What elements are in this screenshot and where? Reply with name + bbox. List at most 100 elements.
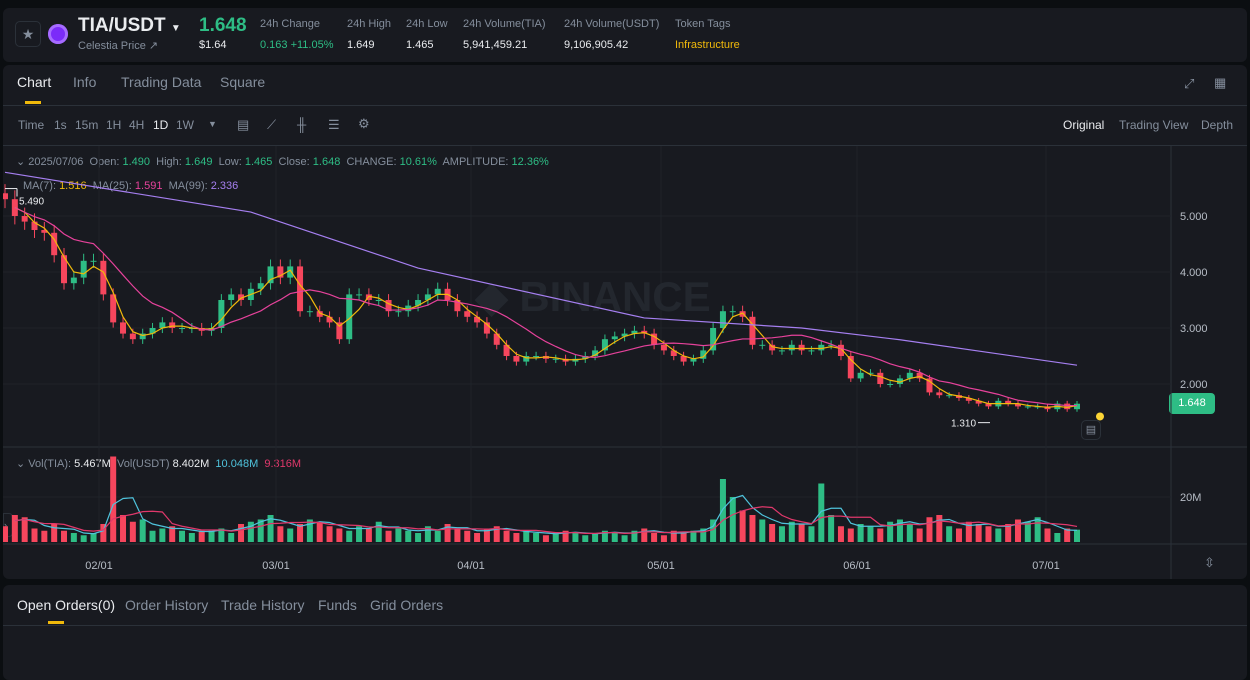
indicator-icon[interactable]: ⟋: [267, 117, 277, 132]
candle-body: [906, 372, 913, 379]
volume-bar: [90, 533, 97, 542]
volume-bar: [100, 524, 107, 542]
view-depth[interactable]: Depth: [1201, 118, 1234, 132]
tab-grid-orders[interactable]: Grid Orders: [370, 597, 444, 613]
volume-bar: [759, 519, 766, 542]
tab-trade-history[interactable]: Trade History: [221, 597, 305, 613]
tab-funds[interactable]: Funds: [318, 597, 357, 613]
fullscreen-icon[interactable]: ⤢: [1184, 76, 1195, 91]
stat-value: 1.465: [406, 39, 434, 51]
caret-down-icon: ▼: [170, 23, 181, 34]
interval-1w[interactable]: 1W: [176, 118, 194, 132]
candle-body: [700, 350, 707, 359]
volume-bar: [1034, 517, 1041, 542]
volume-bar: [887, 521, 894, 542]
tab-square[interactable]: Square: [220, 74, 266, 90]
tab-trading-data[interactable]: Trading Data: [121, 74, 202, 90]
volume-bar: [533, 533, 540, 542]
volume-bar: [739, 510, 746, 542]
volume-bar: [483, 528, 490, 542]
volume-bar: [297, 524, 304, 542]
volume-bar: [582, 535, 589, 542]
candle-body: [808, 350, 815, 352]
divider: [3, 145, 1247, 146]
interval-15m[interactable]: 15m: [75, 118, 99, 132]
price-link[interactable]: Celestia Price ↗: [78, 40, 159, 52]
calendar-icon[interactable]: ▤: [237, 117, 250, 132]
volume-bar: [513, 533, 520, 542]
candle-body: [1064, 403, 1071, 410]
stat-value: 5,941,459.21: [463, 39, 528, 51]
candle-body: [837, 344, 844, 356]
volume-bar: [424, 526, 431, 542]
favorite-star-icon[interactable]: ★: [15, 21, 41, 47]
volume-bar: [61, 530, 68, 542]
candle-body: [21, 216, 28, 222]
interval-1h[interactable]: 1H: [106, 118, 122, 132]
candle-body: [946, 395, 953, 397]
token-tag-link[interactable]: Infrastructure: [675, 39, 740, 51]
volume-bar: [149, 530, 156, 542]
notes-icon[interactable]: ▤: [1081, 420, 1101, 440]
candlestick-chart[interactable]: 5.000 4.000 3.000 2.000 20M 02/01 03/01 04/01 05…: [3, 146, 1247, 579]
chart-settings-list-icon[interactable]: ☰: [328, 117, 340, 132]
volume-bar: [51, 524, 58, 542]
more-intervals-dropdown-icon[interactable]: ▼: [208, 119, 217, 129]
volume-bar: [228, 533, 235, 542]
vol-value: 5.467M: [74, 458, 111, 470]
volume-bar: [700, 528, 707, 542]
candle-body: [129, 333, 136, 340]
auto-scale-icon[interactable]: ⇳: [1204, 555, 1215, 570]
candle-body: [356, 294, 363, 296]
ticker-header: ★ TIA/USDT ▼ Celestia Price ↗ 1.648 $1.6…: [3, 8, 1247, 62]
candle-body: [169, 322, 176, 328]
candle-body: [375, 300, 382, 301]
candle-body: [985, 403, 992, 407]
volume-bar: [611, 533, 618, 542]
ma25-line: [14, 207, 1078, 407]
legend-date: 2025/07/06: [28, 156, 84, 168]
interval-time[interactable]: Time: [18, 118, 45, 132]
candle-body: [149, 328, 156, 334]
interval-4h[interactable]: 4H: [129, 118, 145, 132]
interval-1d[interactable]: 1D: [153, 118, 169, 132]
tab-chart[interactable]: Chart: [17, 74, 52, 90]
interval-1s[interactable]: 1s: [54, 118, 67, 132]
volume-bar: [562, 530, 569, 542]
volume-bar: [1044, 528, 1051, 542]
volume-bar: [120, 515, 127, 542]
pair-selector[interactable]: TIA/USDT ▼: [78, 15, 181, 37]
view-original[interactable]: Original: [1063, 118, 1105, 132]
candle-body: [454, 300, 461, 312]
volume-bar: [434, 530, 441, 542]
open-value: 1.490: [122, 156, 151, 168]
volume-bar: [985, 526, 992, 542]
candle-body: [424, 294, 431, 300]
candle-body: [493, 333, 500, 345]
volume-bar: [1014, 519, 1021, 542]
candle-body: [297, 266, 304, 312]
volume-bar: [621, 535, 628, 542]
volume-bar: [808, 526, 815, 542]
volume-bar: [523, 530, 530, 542]
view-trading-view[interactable]: Trading View: [1119, 118, 1189, 132]
volume-bar: [454, 528, 461, 542]
time-tick-label: 06/01: [843, 560, 871, 572]
candle-body: [257, 283, 264, 289]
tab-open-orders[interactable]: Open Orders(0): [17, 597, 116, 613]
volume-bar: [267, 515, 274, 542]
volume-bar: [680, 533, 687, 542]
orders-panel: Open Orders(0) Order History Trade Histo…: [3, 585, 1247, 680]
legend-label: Vol(TIA):: [28, 458, 72, 470]
volume-bar: [1005, 524, 1012, 542]
layout-grid-icon[interactable]: ▦: [1214, 75, 1227, 90]
tab-order-history[interactable]: Order History: [125, 597, 209, 613]
stat-value: 9,106,905.42: [564, 39, 629, 51]
settings-gear-icon[interactable]: ⚙: [358, 116, 370, 131]
candle-body: [759, 344, 766, 346]
candle-type-icon[interactable]: ╫: [297, 117, 307, 132]
candle-body: [552, 358, 559, 360]
tab-info[interactable]: Info: [73, 74, 97, 90]
candle-body: [1014, 403, 1021, 407]
candle-body: [778, 350, 785, 352]
